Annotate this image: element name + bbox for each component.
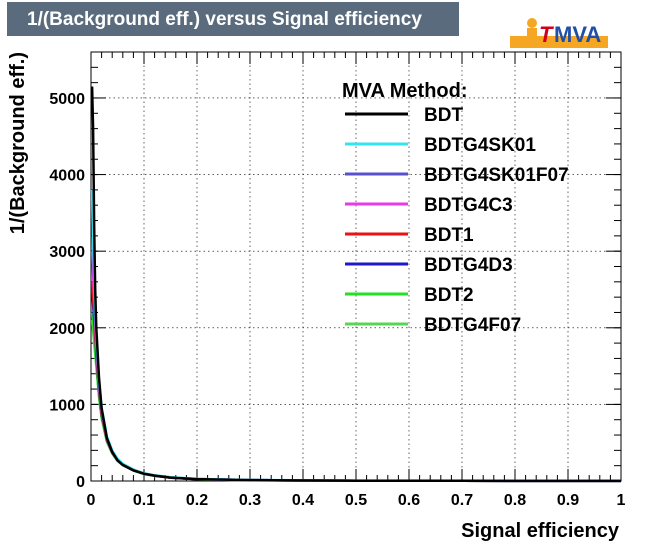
x-tick-label: 0.3	[239, 492, 261, 509]
legend-label-bdt1: BDT1	[424, 225, 474, 246]
series-line-bdt1	[90, 281, 622, 483]
series-line-bdtg4d3	[90, 289, 622, 483]
roc-curves	[90, 86, 622, 483]
legend-label-bdtg4d3: BDTG4D3	[424, 255, 513, 276]
series-line-bdt	[90, 86, 622, 483]
y-tick-label: 1000	[49, 397, 85, 414]
chart-title: 1/(Background eff.) versus Signal effici…	[27, 9, 422, 30]
series-line-bdt2	[90, 312, 622, 483]
tmva-logo: T MVA	[510, 18, 608, 48]
x-tick-label: 0.9	[557, 492, 579, 509]
series-line-bdtg4sk01f07	[90, 197, 622, 483]
x-tick-label: 0.1	[133, 492, 155, 509]
legend: MVA Method: BDT BDTG4SK01 BDTG4SK01F07 BDTG…	[342, 80, 569, 336]
logo-prefix: T	[539, 22, 554, 47]
x-tick-label: 0.2	[186, 492, 208, 509]
x-tick-label: 0	[87, 492, 96, 509]
title-box: 1/(Background eff.) versus Signal effici…	[7, 2, 459, 36]
x-tick-label: 0.6	[398, 492, 420, 509]
logo-figure-head	[527, 18, 537, 28]
y-tick-label: 2000	[49, 321, 85, 338]
x-tick-labels: 0 0.1 0.2 0.3 0.4 0.5 0.6 0.7 0.8 0.9 1	[87, 492, 626, 509]
y-tick-label: 0	[76, 474, 85, 491]
series-line-bdtg4c3	[90, 251, 622, 483]
x-tick-label: 1	[617, 492, 626, 509]
legend-label-bdtg4c3: BDTG4C3	[424, 195, 513, 216]
x-tick-label: 0.5	[345, 492, 367, 509]
y-tick-label: 3000	[49, 244, 85, 261]
legend-label-bdt2: BDT2	[424, 285, 474, 306]
grid-lines	[91, 52, 621, 481]
axis-ticks	[90, 51, 622, 482]
y-tick-label: 4000	[49, 168, 85, 185]
legend-label-bdtg4f07: BDTG4F07	[424, 315, 521, 336]
y-tick-labels: 0 1000 2000 3000 4000 5000	[49, 91, 85, 491]
x-tick-label: 0.4	[292, 492, 314, 509]
x-tick-label: 0.7	[451, 492, 473, 509]
legend-label-bdt: BDT	[424, 105, 463, 126]
legend-title: MVA Method:	[342, 80, 468, 102]
logo-text: MVA	[554, 22, 601, 47]
y-axis-label: 1/(Background eff.)	[7, 52, 29, 234]
y-tick-label: 5000	[49, 91, 85, 108]
x-axis-label: Signal efficiency	[461, 520, 620, 542]
series-line-bdtg4f07	[90, 319, 622, 483]
logo-figure-body	[527, 28, 537, 40]
x-tick-label: 0.8	[504, 492, 526, 509]
legend-label-bdtg4sk01f07: BDTG4SK01F07	[424, 165, 569, 186]
legend-label-bdtg4sk01: BDTG4SK01	[424, 135, 536, 156]
